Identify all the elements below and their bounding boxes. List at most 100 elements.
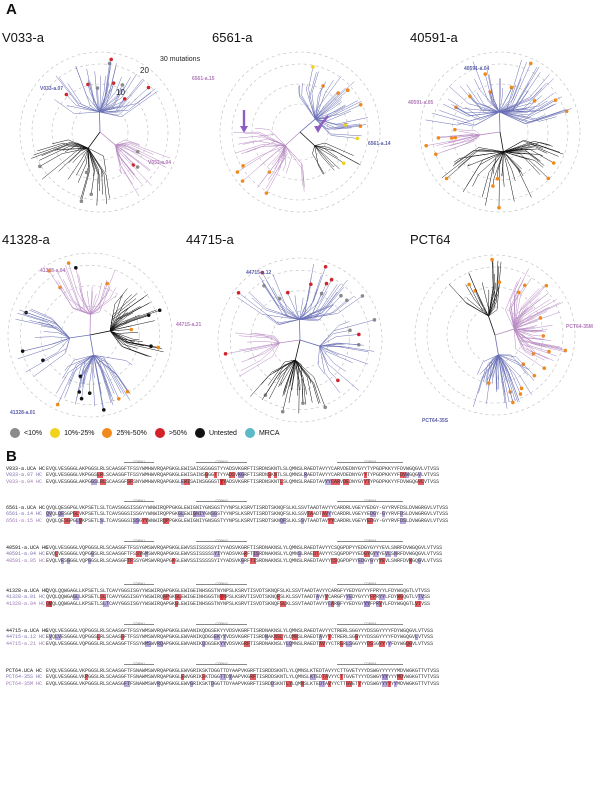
tree-branch	[503, 142, 550, 152]
cdr-label: CDRH3	[363, 622, 377, 626]
tree-node-marker	[149, 344, 153, 349]
mutation-highlight	[370, 640, 373, 647]
sequence-name: 6561-a.15 HC	[6, 517, 43, 524]
panel-b-letter: B	[6, 448, 17, 465]
mutation-highlight	[76, 517, 79, 524]
mutation-highlight	[328, 600, 331, 607]
tree-label: PCT64-35M	[566, 324, 593, 330]
tree-node-marker	[79, 199, 84, 204]
tree-branch	[466, 297, 489, 317]
mutation-highlight	[328, 634, 331, 641]
tree-branch	[99, 88, 156, 113]
legend-label: >50%	[168, 429, 187, 437]
legend-label: MRCA	[258, 429, 280, 437]
mutation-highlight	[301, 517, 304, 524]
mutation-highlight	[331, 600, 334, 607]
sequence-name: V033-a.07 HC	[6, 472, 43, 479]
tree-title-41328a: 41328-a	[2, 232, 50, 247]
tree-label: V033-a.07	[40, 86, 64, 92]
tree-branch	[93, 355, 128, 392]
tree-branch	[285, 145, 303, 186]
tree-branch	[503, 139, 549, 152]
tree-branch	[115, 139, 140, 146]
tree-branch	[90, 291, 94, 315]
mutation-highlight	[328, 517, 334, 524]
tree-branch	[88, 148, 110, 199]
tree-node-marker	[355, 136, 360, 141]
mutation-highlight	[286, 640, 292, 647]
tree-branch	[260, 359, 296, 385]
tree-node-marker	[528, 61, 533, 66]
tree-branch	[68, 355, 94, 385]
tree-node-marker	[135, 165, 140, 169]
tree-branch	[488, 260, 494, 317]
tree-node-marker	[547, 349, 551, 354]
tree-branch	[99, 76, 122, 113]
tree-title-6561a: 6561-a	[212, 30, 253, 45]
tree-node-marker	[436, 136, 441, 140]
alignment-row: PCT64.UCA HC EVQLVESGGGLVKPGGSLRLSCAASGFT…	[6, 668, 439, 674]
mutation-highlight	[46, 511, 52, 518]
cdr-marker: CDRH3	[337, 662, 403, 667]
tree-branch	[315, 85, 324, 120]
sequence-name: 41328-a.01 HC	[6, 594, 46, 601]
tree-branch	[89, 330, 111, 336]
tree-branch	[261, 280, 300, 320]
tree-branch	[97, 87, 100, 113]
tree-branch	[513, 292, 542, 330]
tree-branch	[90, 287, 117, 315]
mutation-highlight	[175, 594, 181, 601]
tree-branch	[42, 147, 89, 180]
tree-branch	[90, 269, 116, 315]
cdr-label: CDRH1	[132, 622, 146, 626]
tree-branch	[315, 105, 346, 120]
tree-node-marker	[336, 91, 340, 95]
mutation-highlight	[127, 557, 133, 564]
legend-label: 25%-50%	[116, 429, 147, 437]
alignment-row: 40591-a.UCA HCEVQLVESGGGLVQPGGSLRLSCAASG…	[6, 545, 442, 551]
tree-branch	[513, 329, 545, 369]
cdr-marker: CDRH2	[196, 582, 247, 587]
mutation-highlight	[379, 640, 385, 647]
tree-node-marker	[490, 257, 494, 262]
alignment-row: 41328-a.UCA HCQVQLQQWGAGLLKPSETLSLTCAVYG…	[6, 588, 430, 594]
cdr-markers: CDRH1 CDRH2 CDRH3	[6, 538, 566, 544]
mutation-highlight	[220, 674, 226, 681]
mutation-highlight	[184, 478, 190, 485]
tree-branch	[499, 96, 562, 113]
tree-branch	[282, 145, 286, 171]
tree-branch	[314, 145, 324, 175]
sequence: QVQLQQWGAGLLKPSETLSLTCAVYGGSISGYYWSWIRQA…	[46, 594, 431, 601]
tree-branch	[99, 92, 152, 113]
tree-node-marker	[87, 391, 92, 395]
legend-item: <10%	[10, 428, 42, 438]
tree-branch	[86, 148, 89, 173]
tree-branch	[29, 320, 70, 339]
sequence: EVQLVESGGGLAKPGGSLRLSCAASGFTFSSYWMHWVRQA…	[46, 466, 440, 472]
tree-branch	[482, 354, 499, 379]
mutation-highlight	[406, 640, 412, 647]
mutation-highlight	[85, 674, 88, 681]
cdr-marker: CDRH2	[196, 499, 247, 504]
tree-branch	[495, 354, 499, 391]
tree-branch	[78, 274, 91, 315]
mutation-highlight	[415, 600, 421, 607]
cdr-markers: CDRH1 CDRH2 CDRH3	[6, 661, 566, 667]
legend-item: Untested	[194, 428, 237, 438]
tree-branch	[90, 283, 108, 315]
tree-branch	[497, 151, 504, 179]
cdr-marker: CDRH1	[124, 460, 154, 465]
mutation-highlight	[394, 680, 397, 687]
mutation-highlight	[100, 517, 103, 524]
mutation-highlight	[397, 674, 403, 681]
mutation-highlight	[268, 472, 271, 479]
tree-branch	[499, 87, 513, 113]
tree-node-marker	[358, 102, 363, 107]
cdr-label: CDRH3	[363, 460, 377, 464]
tree-branch	[485, 151, 504, 206]
mutation-highlight	[178, 511, 184, 518]
tree-branch	[90, 293, 97, 315]
tree-node-marker	[309, 282, 313, 287]
alignment-row: 40591-a.05 HCEVQLVESGGGLVQPGGSLRLSCAASGF…	[6, 557, 442, 564]
distance-ring	[71, 103, 129, 161]
